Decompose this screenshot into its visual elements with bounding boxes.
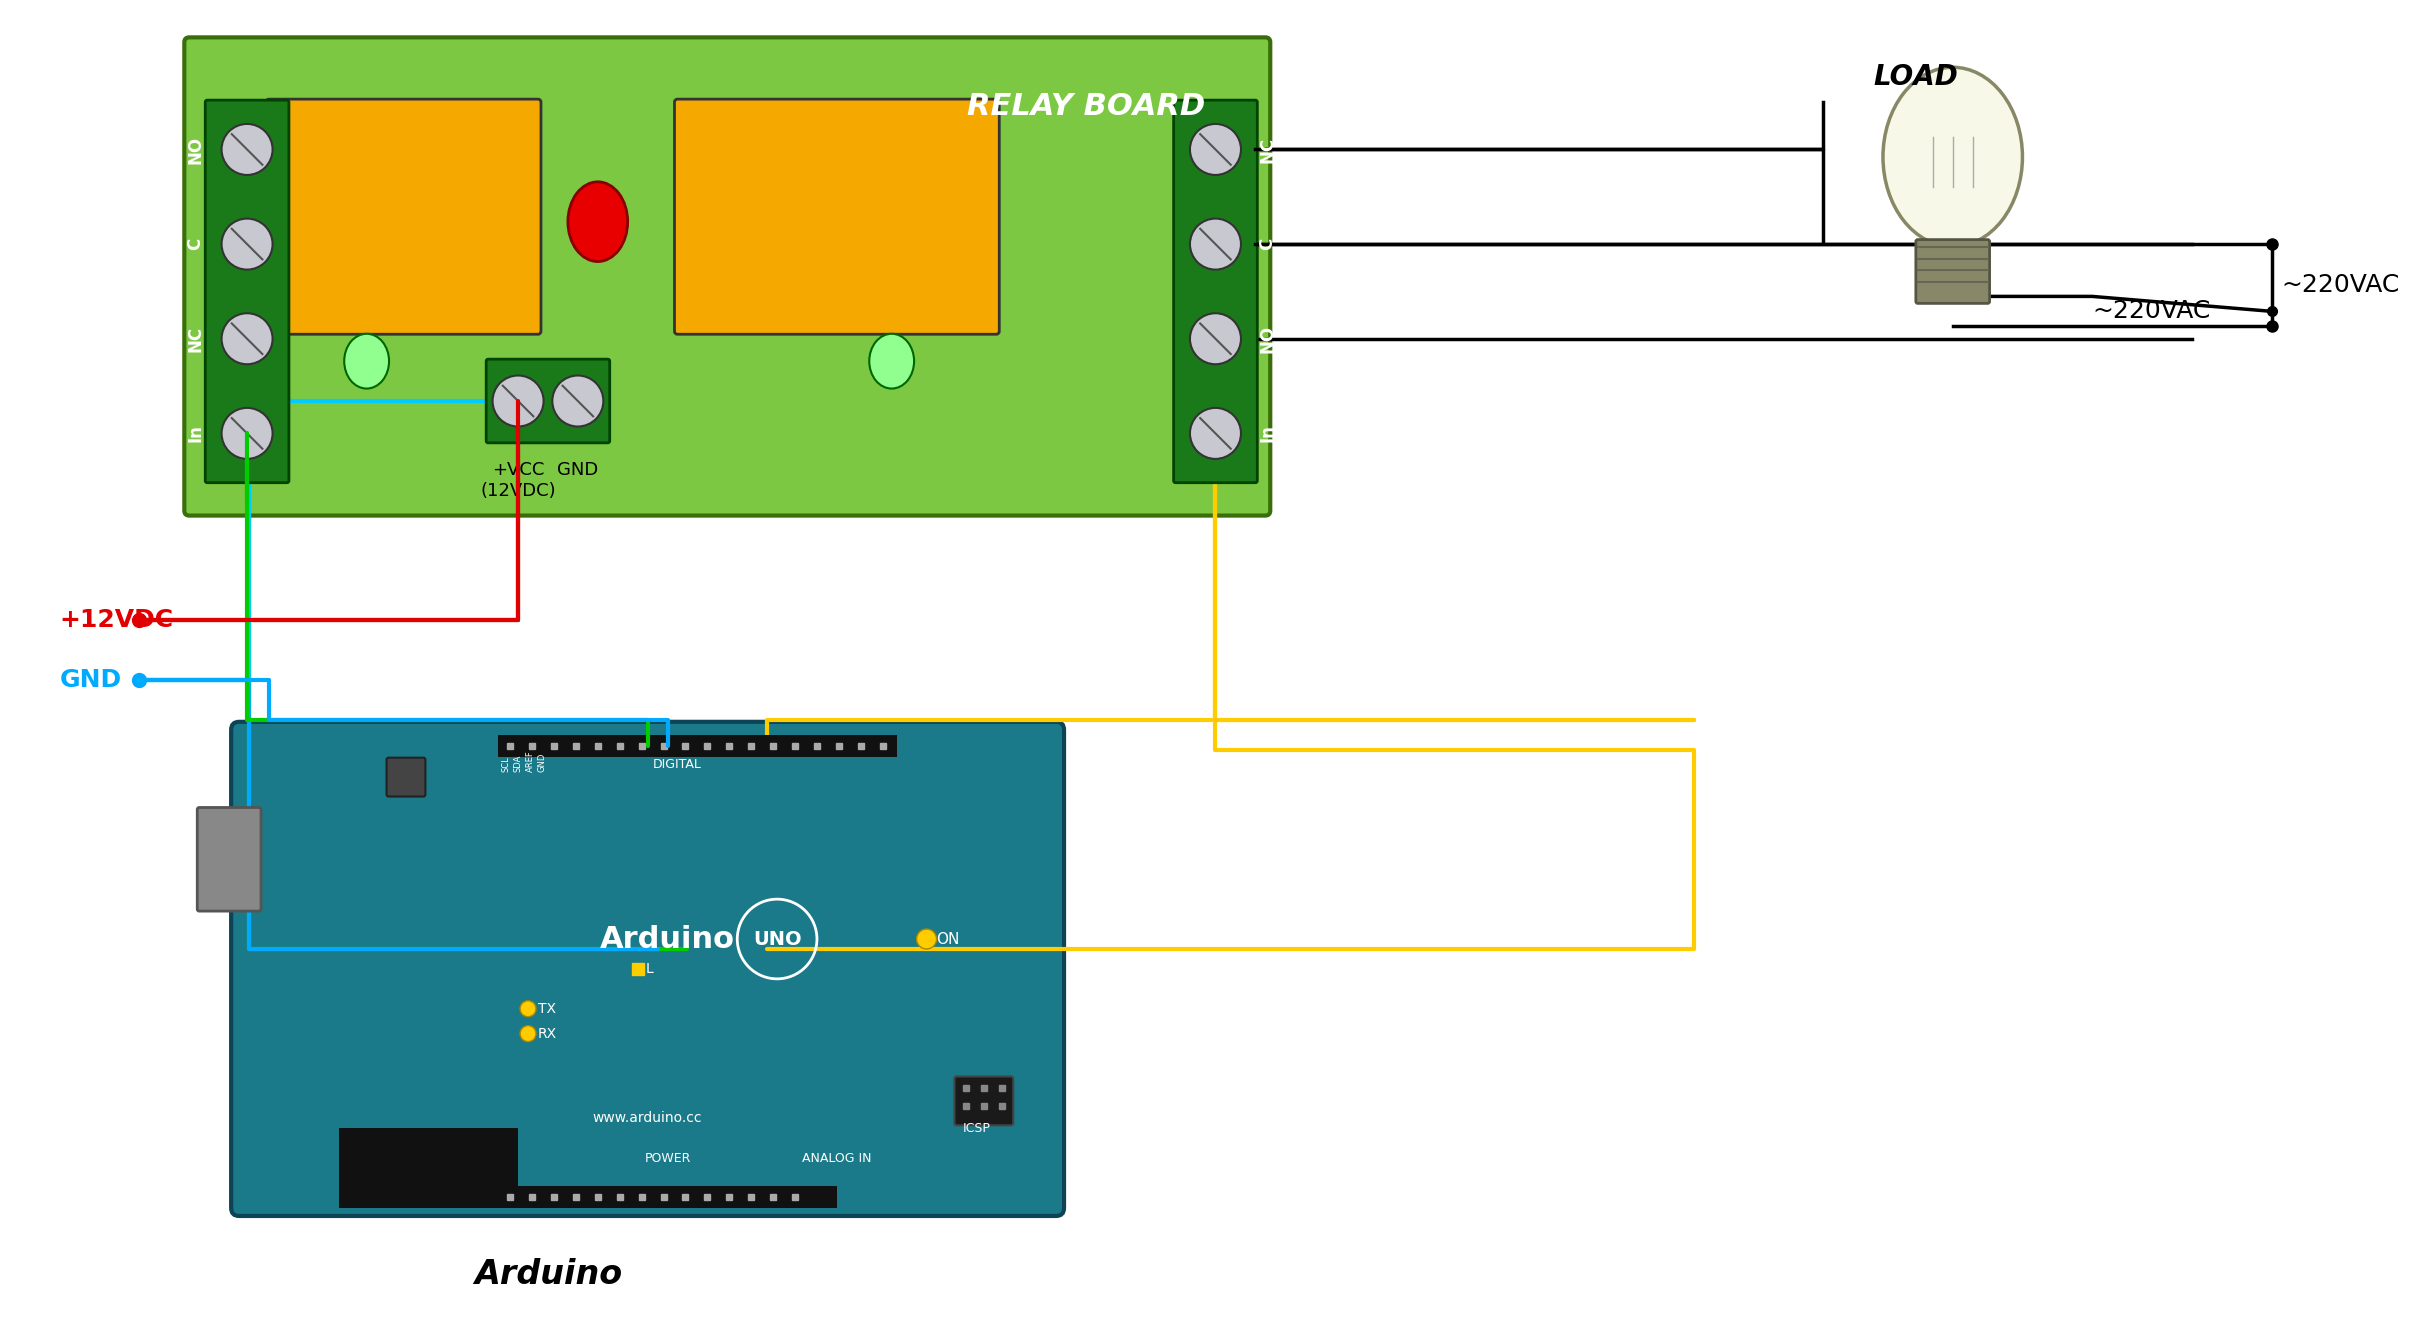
Text: RELAY BOARD: RELAY BOARD	[967, 93, 1205, 121]
Ellipse shape	[344, 333, 388, 388]
Text: SDA: SDA	[514, 754, 524, 771]
FancyBboxPatch shape	[206, 101, 288, 482]
Text: ~220VAC: ~220VAC	[2281, 273, 2400, 297]
Text: NO: NO	[187, 136, 204, 164]
Bar	[499, 1187, 836, 1208]
Ellipse shape	[1883, 67, 2022, 246]
Circle shape	[221, 219, 271, 270]
Text: SCL: SCL	[502, 755, 511, 771]
Text: +VCC
(12VDC): +VCC (12VDC)	[480, 461, 555, 500]
Text: ~220VAC: ~220VAC	[2092, 300, 2211, 324]
Text: In: In	[1258, 425, 1277, 442]
Text: www.arduino.cc: www.arduino.cc	[594, 1111, 703, 1125]
Circle shape	[221, 313, 271, 364]
FancyBboxPatch shape	[230, 722, 1064, 1216]
Circle shape	[492, 375, 543, 426]
Text: GND: GND	[538, 753, 545, 771]
Text: C: C	[187, 238, 204, 250]
Text: LOAD: LOAD	[1874, 63, 1959, 91]
FancyBboxPatch shape	[196, 808, 262, 911]
FancyBboxPatch shape	[674, 99, 999, 335]
Text: In: In	[187, 425, 204, 442]
Text: ON: ON	[936, 931, 960, 946]
FancyBboxPatch shape	[267, 99, 541, 335]
Ellipse shape	[870, 333, 914, 388]
Text: ICSP: ICSP	[962, 1122, 991, 1134]
Text: NC: NC	[187, 325, 204, 352]
Circle shape	[221, 124, 271, 175]
Text: NO: NO	[1258, 325, 1277, 353]
Circle shape	[1190, 313, 1241, 364]
FancyBboxPatch shape	[1173, 101, 1258, 482]
Text: AREF: AREF	[526, 750, 536, 771]
Text: POWER: POWER	[645, 1152, 691, 1165]
FancyBboxPatch shape	[1915, 239, 1990, 304]
Ellipse shape	[567, 181, 628, 262]
FancyBboxPatch shape	[385, 758, 427, 797]
Text: GND: GND	[558, 461, 599, 478]
Bar	[339, 1129, 519, 1208]
Text: Arduino: Arduino	[601, 925, 734, 953]
Text: +12VDC: +12VDC	[61, 609, 175, 632]
FancyBboxPatch shape	[184, 38, 1270, 516]
Circle shape	[521, 1025, 536, 1042]
Circle shape	[1190, 124, 1241, 175]
Text: GND: GND	[61, 668, 121, 692]
Text: UNO: UNO	[754, 930, 802, 949]
Text: NC: NC	[1258, 136, 1277, 163]
Text: DIGITAL: DIGITAL	[652, 758, 703, 771]
Text: ANALOG IN: ANALOG IN	[802, 1152, 873, 1165]
Circle shape	[1190, 219, 1241, 270]
Text: Arduino: Arduino	[475, 1258, 623, 1290]
FancyBboxPatch shape	[487, 359, 611, 444]
Circle shape	[1190, 407, 1241, 458]
Circle shape	[521, 1001, 536, 1016]
Circle shape	[553, 375, 604, 426]
Circle shape	[221, 407, 271, 458]
Text: TX: TX	[538, 1001, 555, 1016]
Text: L: L	[645, 962, 654, 976]
FancyBboxPatch shape	[955, 1077, 1013, 1125]
Text: RX: RX	[538, 1027, 558, 1040]
Text: C: C	[1258, 238, 1277, 250]
Bar	[499, 735, 897, 757]
Circle shape	[916, 929, 936, 949]
